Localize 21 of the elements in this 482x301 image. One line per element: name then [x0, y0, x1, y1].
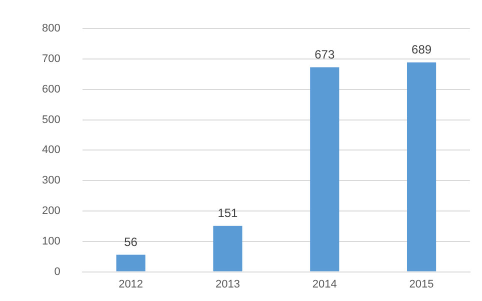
y-tick-label: 700 — [42, 53, 60, 66]
bar — [213, 226, 242, 272]
x-tick-label: 2014 — [312, 278, 337, 290]
bar — [310, 67, 340, 272]
data-label: 689 — [412, 42, 432, 57]
y-tick-label: 800 — [42, 22, 60, 35]
x-tick-label: 2012 — [118, 278, 144, 290]
data-label: 151 — [218, 206, 238, 220]
y-tick-label: 400 — [42, 144, 60, 156]
bar — [407, 62, 436, 272]
y-tick-label: 100 — [42, 235, 60, 248]
x-tick-label: 2015 — [409, 278, 434, 290]
bar — [116, 254, 146, 272]
y-tick-label: 0 — [54, 266, 60, 278]
y-tick-label: 200 — [42, 205, 60, 218]
data-label: 673 — [314, 48, 335, 62]
y-tick-label: 500 — [42, 114, 60, 126]
data-label: 56 — [124, 235, 138, 250]
x-tick-label: 2013 — [215, 278, 240, 290]
y-tick-label: 600 — [42, 83, 60, 96]
y-tick-label: 300 — [42, 174, 60, 187]
